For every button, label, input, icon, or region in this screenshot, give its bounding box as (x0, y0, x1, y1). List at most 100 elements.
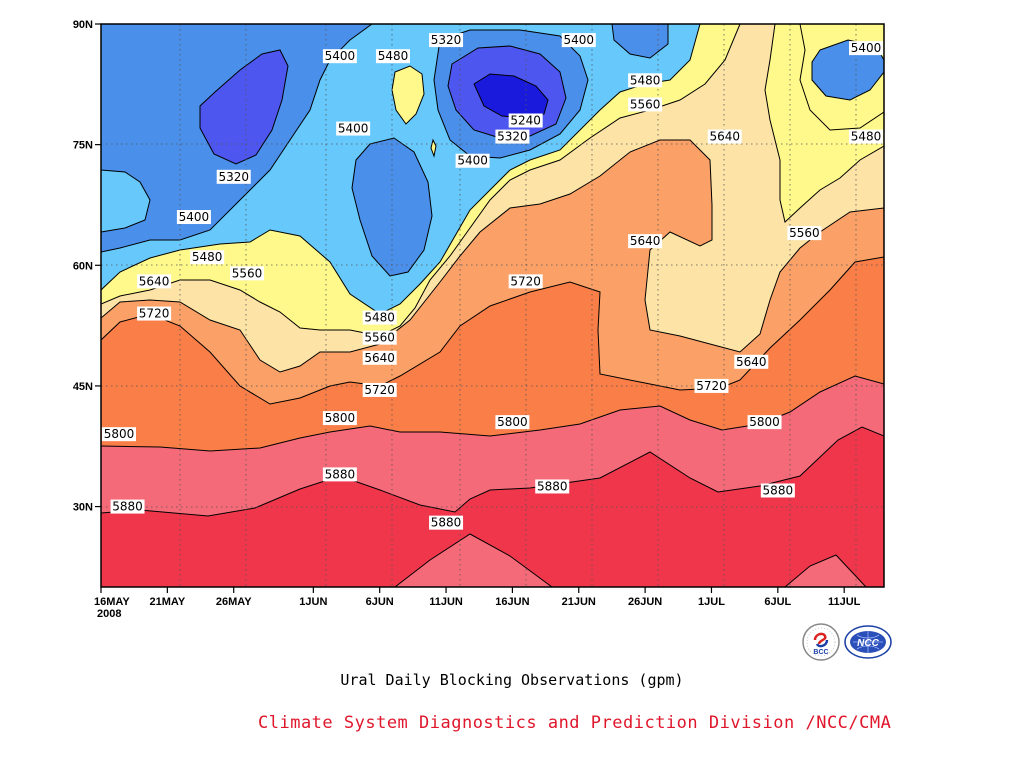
contour-label-box (110, 499, 145, 514)
contour-5720 (101, 256, 884, 405)
contour-5880 (101, 426, 884, 517)
ncc-logo: NCC (844, 625, 892, 659)
contour-label: 5800 (495, 415, 530, 430)
band-5240-5320-west (200, 50, 288, 164)
contour-label-box (362, 310, 397, 325)
bcc-logo-text: BCC (813, 649, 828, 656)
x-tick-label: 11JUL (828, 596, 861, 608)
contour-label-text: 5640 (709, 130, 740, 144)
contour-label-box (747, 415, 782, 430)
contour-label-box (322, 411, 357, 426)
contour-5560 (101, 24, 741, 337)
contour-5320-west (199, 49, 289, 165)
contour-label-text: 5720 (364, 383, 395, 397)
contour-label: 5480 (375, 49, 410, 64)
x-tick-label: 21MAY (150, 596, 186, 608)
contour-label: 5400 (176, 210, 211, 225)
contour-label-text: 5720 (510, 274, 541, 288)
contour-label: 5240 (508, 113, 543, 128)
contour-5320-center (447, 45, 567, 139)
contour-label-text: 5560 (364, 331, 395, 345)
contour-label-box (362, 350, 397, 365)
contour-5880-lobe-south (394, 533, 553, 587)
contour-label-text: 5880 (112, 500, 143, 514)
contour-label-box (495, 415, 530, 430)
x-tick-label: 26JUN (628, 596, 662, 608)
y-tick-label: 45N (73, 381, 93, 393)
contour-label-box (455, 153, 490, 168)
contour-label: 5400 (455, 153, 490, 168)
contour-label-box (190, 250, 225, 265)
contour-label-text: 5240 (510, 114, 541, 128)
y-tick-label: 90N (73, 19, 93, 31)
contour-label: 5640 (734, 354, 769, 369)
contour-5480-east (799, 24, 884, 131)
contour-label-box (628, 234, 663, 249)
contour-5240 (473, 73, 549, 119)
contour-label-text: 5880 (763, 483, 794, 497)
contour-label-text: 5640 (364, 351, 395, 365)
contour-5480 (101, 24, 701, 315)
contour-label: 5880 (322, 467, 357, 482)
contour-label: 5480 (849, 129, 883, 144)
contour-label-box (849, 129, 883, 144)
contour-label-text: 5640 (630, 234, 661, 248)
contour-label: 5880 (110, 499, 145, 514)
contour-label: 5400 (336, 121, 371, 136)
contour-label: 5560 (229, 266, 264, 281)
x-tick-label: 16MAY (94, 596, 130, 608)
contour-label: 5720 (137, 306, 172, 321)
x-tick-label: 16JUN (495, 596, 529, 608)
contour-label: 5880 (760, 483, 795, 498)
chart-caption: Ural Daily Blocking Observations (gpm) (340, 671, 684, 689)
contour-label: 5560 (787, 226, 822, 241)
contour-label-box (362, 382, 397, 397)
contour-label-text: 5480 (851, 130, 882, 144)
contour-label-text: 5480 (364, 311, 395, 325)
contour-label-box (849, 41, 883, 56)
contour-label-box (734, 354, 769, 369)
contour-label: 5640 (362, 350, 397, 365)
contour-label-box (429, 515, 464, 530)
contour-label-text: 5400 (179, 210, 210, 224)
contour-label-box (561, 33, 596, 48)
bcc-logo: BCC (802, 623, 840, 661)
contour-label-text: 5560 (232, 266, 263, 280)
y-tick-label: 60N (73, 260, 93, 272)
contour-5880-lobe-southeast (784, 554, 867, 587)
contour-label-box (760, 483, 795, 498)
contour-label-box (707, 129, 742, 144)
contour-label-box (137, 306, 172, 321)
contour-label-box (628, 97, 663, 112)
contour-label-box (137, 274, 172, 289)
contour-label-text: 5800 (104, 427, 135, 441)
contour-label: 5800 (322, 411, 357, 426)
contour-label-box (322, 467, 357, 482)
contour-label: 5880 (535, 479, 570, 494)
contour-label-text: 5720 (696, 379, 727, 393)
y-tick-label: 75N (73, 140, 93, 152)
x-tick-label: 11JUN (429, 596, 463, 608)
axis-ticks (95, 23, 845, 593)
band-5320-5400-oval (352, 138, 432, 276)
contour-label-text: 5400 (457, 154, 488, 168)
contour-label-text: 5320 (431, 33, 462, 47)
credit-line: Climate System Diagnostics and Predictio… (258, 713, 892, 733)
contour-label: 5320 (429, 33, 464, 48)
plot-frame (100, 23, 885, 588)
contour-chart: 5320 5400 5400 5400 5480 5480 5560 5240 5400 5640… (73, 19, 885, 620)
contour-label-text: 5400 (563, 33, 594, 47)
contour-label-text: 5560 (630, 97, 661, 111)
band-5800-lobe-south (395, 534, 552, 587)
band-5480-island (391, 65, 425, 125)
contour-label-text: 5400 (338, 122, 369, 136)
contour-label: 5400 (561, 33, 596, 48)
contour-label-box (508, 113, 543, 128)
y-tick-labels: 30N 45N 60N 75N 90N (73, 19, 93, 514)
contour-label: 5720 (362, 382, 397, 397)
contour-label-text: 5480 (378, 49, 409, 63)
contour-label-box (362, 330, 397, 345)
contour-label: 5400 (322, 49, 357, 64)
contour-label-text: 5640 (139, 274, 170, 288)
contour-label-text: 5720 (139, 307, 170, 321)
